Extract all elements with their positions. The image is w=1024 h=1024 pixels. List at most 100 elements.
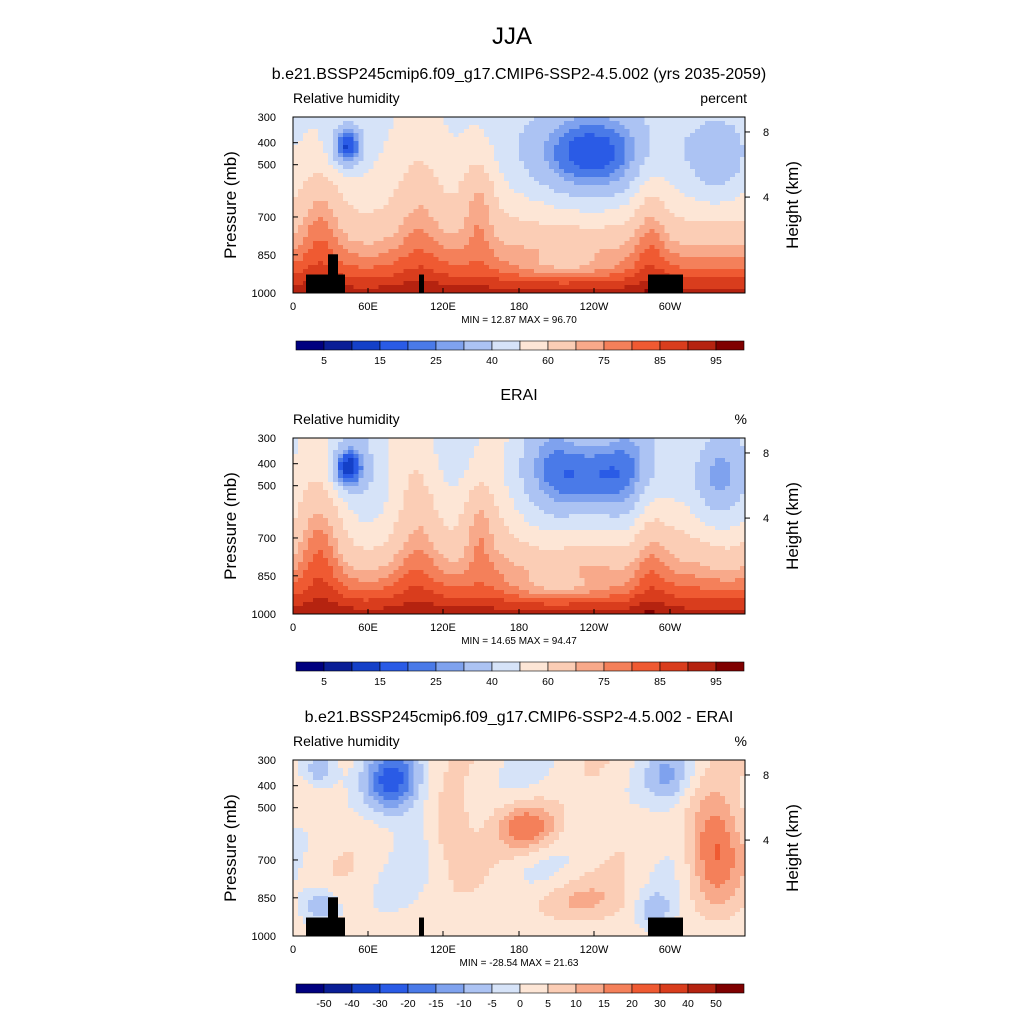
contour-cell (493, 470, 500, 475)
contour-cell (584, 289, 590, 294)
contour-cell (323, 193, 329, 198)
contour-cell (584, 442, 590, 447)
contour-cell (373, 446, 379, 451)
contour-cell (659, 462, 666, 467)
contour-cell (393, 253, 400, 258)
contour-cell (503, 450, 510, 455)
contour-cell (453, 157, 460, 162)
contour-cell (544, 189, 550, 194)
contour-cell (579, 205, 585, 210)
contour-cell (734, 265, 741, 270)
contour-cell (353, 257, 359, 262)
contour-cell (644, 201, 651, 206)
contour-cell (604, 133, 610, 138)
contour-cell (599, 289, 605, 294)
contour-cell (539, 450, 545, 455)
contour-cell (719, 125, 726, 130)
contour-cell (644, 233, 651, 238)
contour-cell (544, 209, 550, 214)
contour-cell (534, 273, 540, 278)
contour-cell (674, 229, 681, 234)
contour-cell (694, 265, 701, 270)
contour-cell (408, 193, 415, 198)
contour-cell (714, 221, 721, 226)
contour-cell (463, 474, 470, 479)
contour-cell (363, 145, 369, 150)
contour-cell (634, 462, 641, 467)
contour-cell (694, 277, 701, 282)
contour-cell (679, 205, 686, 210)
contour-cell (438, 129, 445, 134)
contour-cell (609, 277, 616, 282)
contour-cell (443, 197, 450, 202)
contour-cell (674, 237, 681, 242)
contour-cell (378, 165, 384, 170)
contour-cell (448, 209, 455, 214)
contour-cell (328, 141, 334, 146)
contour-cell (549, 193, 555, 198)
contour-cell (388, 450, 395, 455)
contour-cell (323, 257, 329, 262)
contour-cell (363, 442, 369, 447)
contour-cell (554, 273, 560, 278)
contour-cell (478, 185, 485, 190)
contour-cell (313, 149, 319, 154)
contour-cell (569, 285, 575, 290)
contour-cell (569, 189, 575, 194)
contour-cell (739, 285, 746, 290)
contour-cell (363, 169, 369, 174)
contour-cell (308, 229, 314, 234)
contour-cell (584, 273, 590, 278)
contour-cell (569, 165, 575, 170)
contour-cell (574, 474, 580, 479)
contour-cell (614, 438, 621, 443)
contour-cell (729, 442, 736, 447)
contour-cell (363, 129, 369, 134)
contour-cell (318, 458, 324, 463)
contour-cell (524, 161, 530, 166)
contour-cell (493, 125, 500, 130)
contour-cell (438, 237, 445, 242)
contour-cell (343, 149, 349, 154)
contour-cell (463, 125, 470, 130)
contour-cell (498, 153, 505, 158)
contour-cell (473, 450, 480, 455)
contour-cell (408, 201, 415, 206)
contour-cell (694, 153, 701, 158)
contour-cell (694, 189, 701, 194)
contour-cell (508, 237, 515, 242)
contour-cell (378, 478, 384, 483)
contour-cell (488, 225, 495, 230)
contour-cell (724, 221, 731, 226)
contour-cell (634, 261, 641, 266)
contour-cell (468, 241, 475, 246)
contour-cell (363, 241, 369, 246)
contour-cell (393, 221, 400, 226)
contour-cell (544, 273, 550, 278)
contour-cell (418, 217, 425, 222)
contour-cell (579, 458, 585, 463)
contour-cell (388, 269, 395, 274)
contour-cell (544, 193, 550, 198)
contour-cell (669, 450, 676, 455)
contour-cell (589, 257, 595, 262)
contour-cell (549, 217, 555, 222)
contour-cell (689, 233, 696, 238)
contour-cell (438, 438, 445, 443)
contour-cell (719, 462, 726, 467)
contour-cell (544, 173, 550, 178)
contour-cell (674, 205, 681, 210)
contour-cell (624, 141, 631, 146)
contour-cell (388, 165, 395, 170)
contour-cell (403, 141, 410, 146)
contour-cell (483, 241, 490, 246)
contour-cell (363, 474, 369, 479)
contour-cell (589, 233, 595, 238)
contour-cell (398, 133, 405, 138)
contour-cell (448, 181, 455, 186)
contour-cell (659, 185, 666, 190)
contour-cell (333, 438, 339, 443)
contour-cell (594, 197, 600, 202)
contour-cell (634, 193, 641, 198)
contour-cell (634, 169, 641, 174)
